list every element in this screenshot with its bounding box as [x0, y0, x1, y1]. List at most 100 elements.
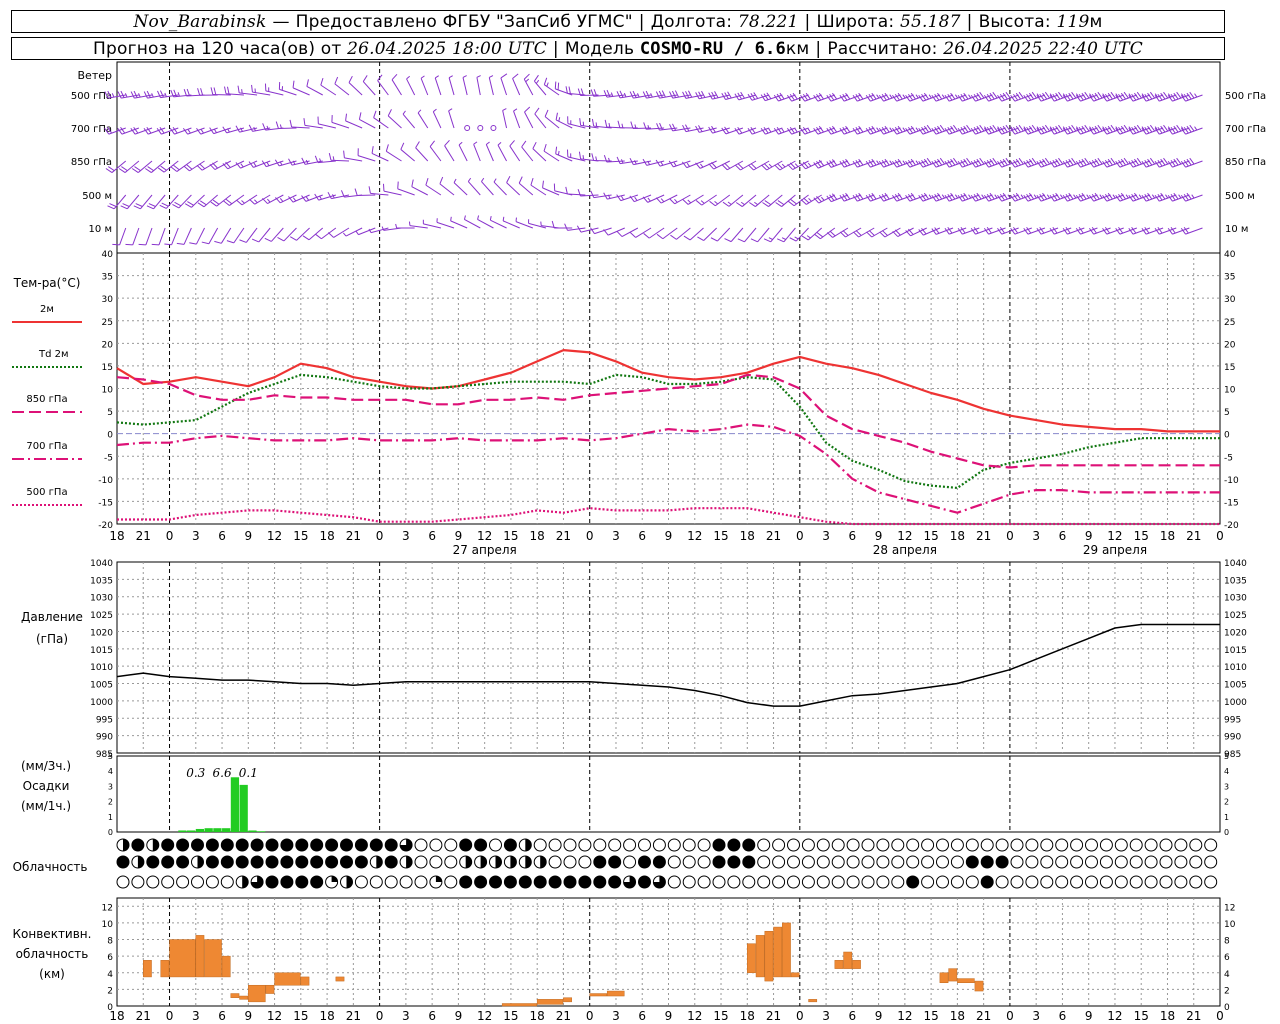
cloud-cover-symbol — [1010, 838, 1024, 852]
wind-barb-half-feather — [984, 126, 988, 131]
wind-barb-half-feather — [476, 75, 481, 78]
cloud-circle — [369, 875, 383, 889]
wind-barb-feather — [937, 192, 943, 200]
cloud-circle — [295, 875, 309, 889]
cloud-cover-symbol — [399, 875, 413, 889]
wind-barb-feather — [1144, 126, 1150, 134]
wind-barb-half-feather — [647, 125, 650, 130]
wind-barb-feather — [711, 91, 716, 99]
wind-barb-feather — [603, 229, 609, 236]
cloud-cover-symbol — [1114, 838, 1128, 852]
cloud-circle — [1204, 855, 1218, 869]
cloud-circle — [340, 838, 353, 852]
wind-barb-feather — [148, 203, 156, 207]
wind-barb-feather — [931, 160, 937, 168]
wind-barb-staff — [500, 77, 508, 96]
convective-cloud-bar — [143, 960, 152, 978]
wind-barb-feather — [661, 90, 666, 98]
cloud-cover-symbol — [1025, 875, 1039, 889]
wind-barb-feather — [918, 127, 924, 135]
wind-barb-feather — [816, 232, 824, 238]
wind-barb-feather — [1065, 193, 1071, 201]
cloud-circle — [310, 855, 324, 869]
wind-barb-feather — [564, 223, 568, 231]
wind-barb-feather — [829, 93, 835, 101]
wind-barb-feather — [500, 73, 508, 79]
wind-calm-mark — [490, 125, 497, 131]
pressure-tick-label-left: 1030 — [90, 594, 113, 604]
wind-barb-feather — [855, 193, 861, 201]
wind-barb-feather — [683, 235, 691, 241]
wind-barb-staff — [513, 110, 521, 129]
wind-barb-feather — [897, 125, 903, 133]
wind-barb-feather — [532, 141, 537, 149]
wind-barb-feather — [1015, 192, 1021, 200]
wind-barb-feather — [747, 93, 753, 101]
pressure-tick-label-right: 1005 — [1224, 681, 1247, 691]
convective-x-tick-label: 3 — [192, 1009, 200, 1023]
convective-x-tick-label: 9 — [665, 1009, 673, 1023]
wind-barb-feather — [1144, 159, 1150, 167]
wind-barb-feather — [910, 158, 916, 166]
wind-barb-feather — [918, 194, 924, 202]
convective-tick-label-right: 6 — [1224, 953, 1230, 963]
wind-barb-feather — [133, 205, 141, 210]
cloud-cover-symbol — [459, 838, 473, 852]
wind-barb-feather — [708, 163, 715, 170]
wind-barb-staff — [400, 149, 415, 162]
cloud-circle — [1085, 875, 1098, 889]
precip-tick-label-left: 5 — [108, 752, 113, 761]
cloud-circle — [1129, 855, 1143, 869]
cloud-cover-symbol — [533, 875, 547, 889]
wind-barb-feather — [371, 146, 374, 154]
wind-barb-feather — [855, 93, 861, 101]
wind-barb-feather — [1128, 127, 1134, 135]
wind-barb-feather — [131, 168, 139, 173]
wind-barb-feather — [1157, 93, 1163, 101]
wind-barb-staff — [423, 223, 442, 229]
wind-barb-half-feather — [138, 93, 141, 98]
cloud-circle — [578, 855, 592, 869]
wind-barb-feather — [921, 126, 927, 134]
wind-barb-feather — [1026, 226, 1032, 234]
wind-barb-feather — [813, 127, 819, 135]
pressure-tick-label-left: 1015 — [90, 646, 113, 656]
computed-time: 26.04.2025 22:40 UTC — [943, 38, 1143, 59]
cloud-circle — [1025, 838, 1039, 852]
wind-barb-feather — [1141, 194, 1147, 202]
temperature-x-tick-label: 21 — [1186, 529, 1201, 543]
pressure-tick-label-right: 1040 — [1224, 559, 1247, 569]
wind-barb-feather — [617, 120, 621, 128]
wind-barb-feather — [670, 234, 677, 240]
wind-barb-half-feather — [582, 155, 585, 160]
wind-barb-feather — [1134, 92, 1140, 100]
wind-barb-feather — [839, 194, 845, 202]
wind-level-label-left: 500 м — [82, 191, 112, 202]
wind-barb-feather — [1115, 227, 1121, 235]
wind-barb-half-feather — [241, 200, 245, 204]
cloud-cover-symbol — [384, 875, 398, 889]
wind-barb-feather — [1062, 160, 1068, 168]
wind-barb-feather — [172, 204, 180, 209]
cloud-cover-symbol — [474, 855, 488, 869]
wind-barb-feather — [709, 200, 716, 207]
cloud-circle — [846, 838, 860, 852]
wind-barb-feather — [777, 200, 785, 206]
wind-barb-feather — [1183, 193, 1189, 201]
wind-barb-feather — [146, 205, 154, 210]
wind-barb-feather — [881, 93, 887, 101]
wind-barb-feather — [989, 158, 995, 166]
wind-barb-feather — [921, 193, 927, 201]
wind-barb-half-feather — [402, 110, 406, 115]
wind-barb-feather — [801, 235, 809, 241]
wind-barb-staff — [345, 227, 363, 237]
wind-barb-staff — [593, 94, 612, 97]
wind-barb-feather — [829, 194, 835, 201]
wind-barb-feather — [377, 74, 383, 81]
cloud-cover-symbol — [191, 838, 204, 852]
wind-barb-half-feather — [687, 199, 692, 204]
wind-barb-feather — [591, 118, 595, 127]
wind-barb-staff — [648, 227, 665, 239]
wind-barb-feather — [698, 91, 703, 99]
wind-barb-feather — [999, 93, 1005, 101]
